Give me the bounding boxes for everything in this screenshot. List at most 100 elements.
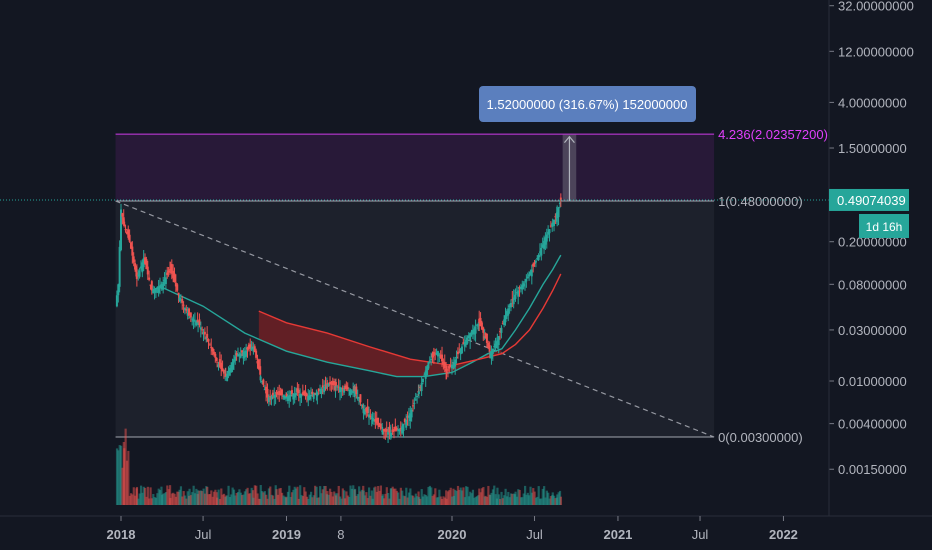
candle-body [169,268,172,270]
volume-bar [297,498,300,505]
volume-bar [363,495,367,505]
candle-body [536,257,539,260]
candle-body [455,356,458,359]
volume-bar [471,489,475,505]
volume-bar [496,487,499,505]
volume-bar [524,485,527,505]
candle-body [459,348,462,355]
candle-body [501,323,504,325]
volume-bar [197,490,200,505]
volume-bar [279,487,282,505]
candle-body [249,344,252,349]
candle-body [222,369,225,374]
volume-bar [282,495,285,505]
time-axis[interactable]: 2018 Jul 2019 8 2020 Jul 2021 Jul 2022 [0,515,932,550]
volume-bar [428,485,431,505]
candle-body [360,405,363,407]
candle-body [410,409,413,418]
candle-body [532,263,535,267]
candle-body [530,269,533,277]
volume-bar [178,489,181,505]
volume-bar [195,488,198,505]
volume-bar [497,494,500,505]
price-tick-label: 4.00000000 [838,95,907,110]
volume-bar [365,492,368,505]
volume-bar [289,496,292,505]
candle-body [426,366,429,376]
candle-body [279,392,282,396]
candle-body [135,272,138,279]
volume-bar [368,487,371,505]
volume-bar [424,495,427,505]
candle-body [479,317,482,327]
candle-body [149,284,152,286]
candle-body [414,399,417,401]
volume-bar [280,492,284,505]
volume-bar [403,496,407,505]
candle-body [515,292,518,294]
volume-bar [253,485,256,505]
candle-body [413,402,416,404]
candle-body [421,378,424,383]
volume-bar [214,489,217,505]
volume-bar [174,496,178,505]
price-axis[interactable]: 32.00000000 12.00000000 4.00000000 1.500000… [828,0,932,516]
volume-bar [234,495,237,505]
measure-box[interactable] [562,134,577,201]
volume-bar [257,498,261,505]
volume-bar [456,485,460,505]
volume-bar [316,497,319,505]
volume-bar [142,486,145,505]
candle-body [216,361,219,363]
candle-body [432,351,435,356]
volume-bar [369,495,372,505]
candle-body [255,350,258,358]
volume-bar [293,486,296,505]
candle-body [207,339,210,342]
volume-bar [263,491,266,505]
volume-bar [512,493,515,505]
candle-body [283,395,286,399]
volume-bar [198,490,201,505]
candle-body [442,361,445,365]
candle-body [490,351,493,359]
volume-bar [340,498,343,505]
volume-bar [382,498,386,505]
volume-bar [445,490,448,505]
candle-body [134,263,137,270]
volume-bar [123,448,126,505]
volume-bar [487,485,490,505]
candle-body [356,396,359,399]
volume-bar [189,495,193,505]
volume-bar [522,493,525,505]
volume-bar [398,498,401,505]
volume-bar [410,495,413,505]
fib-zone-upper [115,134,715,201]
candle-body [551,222,554,225]
volume-bar [148,498,151,505]
volume-bar [395,490,398,505]
candle-body [152,289,155,294]
volume-bar [399,487,402,505]
volume-bar [343,490,346,505]
volume-bar [438,489,441,505]
candle-body [182,304,185,306]
volume-bar [505,496,509,505]
volume-bar [228,496,232,505]
volume-bar [245,489,248,505]
volume-bar [125,460,129,505]
candle-body [343,388,346,393]
candle-body [257,359,260,370]
volume-bar [186,491,189,505]
volume-bar [353,488,357,505]
candle-body [465,339,468,345]
volume-bar [243,491,246,505]
candle-body [471,330,474,334]
candle-body [166,272,169,275]
candle-body [158,285,161,289]
candle-body [232,359,235,363]
volume-bar [514,491,517,505]
volume-bar [430,487,433,505]
